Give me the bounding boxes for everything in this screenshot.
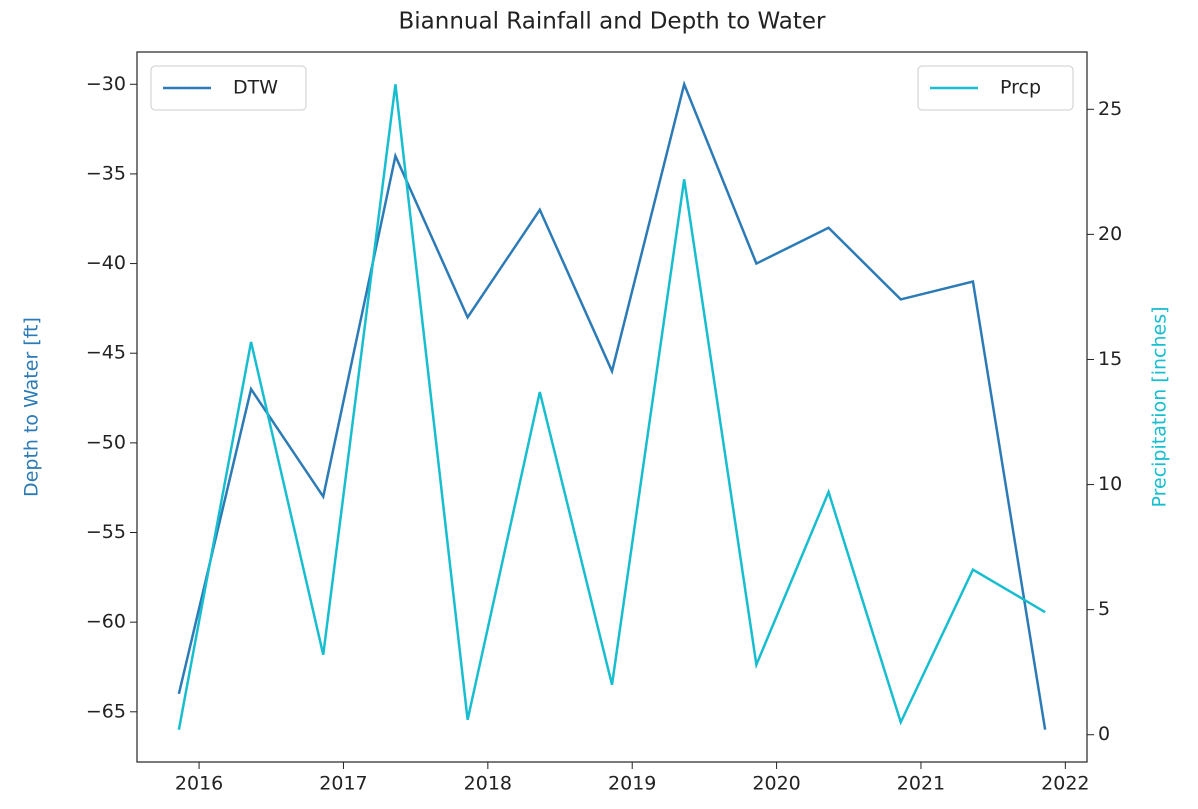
y2-tick-label: 10 <box>1098 473 1122 495</box>
y-tick-label: −35 <box>86 162 126 184</box>
legend-box <box>917 65 1074 111</box>
y-tick-label: −45 <box>86 342 126 364</box>
legend-box <box>150 65 307 111</box>
x-tick-label: 2017 <box>319 773 367 795</box>
y-tick-label: −65 <box>86 700 126 722</box>
y-tick-label: −55 <box>86 521 126 543</box>
y2-axis-label: Precipitation [inches] <box>1149 306 1171 507</box>
y-tick-label: −40 <box>86 252 126 274</box>
series-line <box>177 84 1046 730</box>
y2-tick-label: 0 <box>1098 723 1110 745</box>
y-tick-label: −30 <box>86 73 126 95</box>
y2-tick-label: 20 <box>1098 223 1122 245</box>
x-tick-label: 2020 <box>752 773 800 795</box>
y-tick-label: −60 <box>86 611 126 633</box>
x-tick-label: 2022 <box>1041 773 1089 795</box>
legend-label: DTW <box>233 77 278 99</box>
series-line <box>177 80 1047 730</box>
y2-tick-label: 15 <box>1098 348 1122 370</box>
x-tick-label: 2021 <box>897 773 945 795</box>
x-tick-label: 2019 <box>608 773 656 795</box>
x-tick-label: 2018 <box>464 773 512 795</box>
legend-label: Prcp <box>1000 77 1041 99</box>
y2-tick-label: 5 <box>1098 598 1110 620</box>
y2-tick-label: 25 <box>1098 98 1122 120</box>
plot-frame <box>136 51 1088 763</box>
chart-title: Biannual Rainfall and Depth to Water <box>399 9 826 35</box>
x-tick-label: 2016 <box>175 773 223 795</box>
y-tick-label: −50 <box>86 431 126 453</box>
y-axis-label: Depth to Water [ft] <box>21 317 43 497</box>
